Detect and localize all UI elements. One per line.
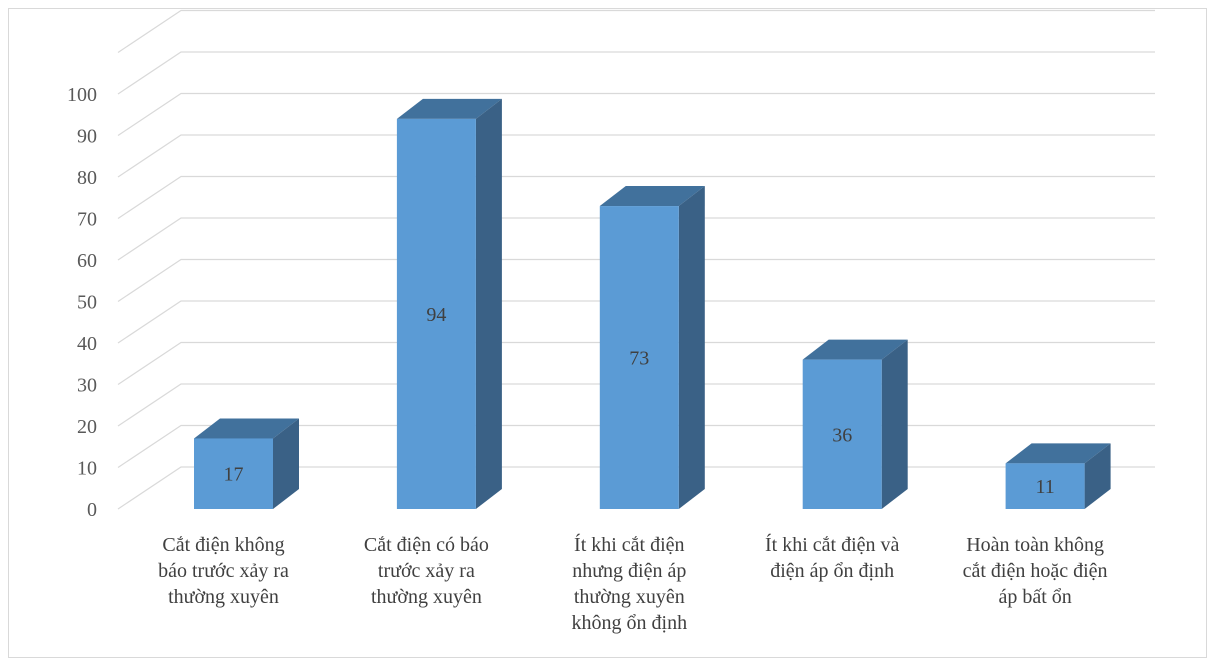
- bar-front: [802, 359, 882, 509]
- gridline: [117, 300, 1155, 344]
- category-label: Cắt điện có báo trước xảy ra thường xuyên: [364, 534, 489, 608]
- bar-side: [678, 186, 705, 510]
- category-label-line: báo trước xảy ra: [158, 560, 289, 582]
- data-label: 94: [426, 304, 446, 326]
- category-label-line: thường xuyên: [574, 586, 685, 608]
- category-label-line: thường xuyên: [168, 586, 279, 608]
- y-tick-label: 90: [77, 126, 97, 148]
- category-label-line: Ít khi cắt điện: [574, 533, 685, 556]
- gridline: [117, 92, 1155, 136]
- y-tick-label: 100: [67, 84, 97, 106]
- bar-side: [881, 339, 908, 509]
- category-label-line: Ít khi cắt điện và: [765, 533, 900, 556]
- category-label-line: điện áp ổn định: [770, 560, 894, 582]
- bar-side: [273, 418, 299, 509]
- category-label: Hoàn toàn không cắt điện hoặc điện áp bất …: [963, 534, 1108, 608]
- y-tick-label: 30: [77, 375, 97, 397]
- bar-top: [599, 186, 705, 207]
- y-axis-tick-labels: 0 10 20 30 40 50 60 70 80 90 100: [67, 84, 97, 521]
- y-tick-label: 0: [87, 499, 97, 521]
- bar-chart: 0 10 20 30 40 50 60 70 80 90 100 17 94 73 36 11 Cắt đi…: [67, 9, 1155, 634]
- category-label-line: Hoàn toàn không: [966, 534, 1104, 556]
- bar-top: [194, 418, 299, 439]
- chart-frame: 0 10 20 30 40 50 60 70 80 90 100 17 94 73 36 11 Cắt đi…: [8, 8, 1207, 658]
- bar-side: [475, 98, 502, 510]
- category-label: Ít khi cắt điện và điện áp ổn định: [765, 533, 900, 582]
- bar-front: [599, 206, 679, 510]
- y-tick-label: 70: [77, 209, 97, 231]
- y-tick-label: 80: [77, 167, 97, 189]
- category-label-line: áp bất ổn: [998, 586, 1071, 608]
- bar-side: [1084, 443, 1111, 509]
- x-axis-category-labels: Cắt điện không báo trước xảy ra thường xuy…: [158, 533, 1107, 634]
- gridline: [117, 134, 1155, 178]
- y-tick-label: 10: [77, 458, 97, 480]
- gridline: [117, 51, 1155, 95]
- y-tick-label: 20: [77, 416, 97, 438]
- y-tick-label: 50: [77, 292, 97, 314]
- bar-front: [194, 438, 273, 509]
- category-label-line: trước xảy ra: [378, 560, 475, 582]
- bar-top: [396, 98, 502, 119]
- gridline: [117, 258, 1155, 302]
- category-label-line: Cắt điện không: [162, 534, 284, 556]
- gridline: [117, 9, 1155, 53]
- bar: 36: [802, 339, 908, 509]
- bar: 11: [1005, 443, 1111, 509]
- bar-front: [396, 118, 476, 510]
- y-tick-label: 40: [77, 333, 97, 355]
- category-label-line: nhưng điện áp: [572, 560, 686, 582]
- category-label-line: thường xuyên: [371, 586, 482, 608]
- bar: 73: [599, 186, 705, 510]
- data-label: 11: [1035, 476, 1054, 498]
- category-label: Ít khi cắt điện nhưng điện áp thường xuyên…: [572, 533, 688, 634]
- category-label-line: không ổn định: [572, 612, 688, 634]
- y-tick-label: 60: [77, 250, 97, 272]
- category-label-line: Cắt điện có báo: [364, 534, 489, 556]
- category-label: Cắt điện không báo trước xảy ra thường xuy…: [158, 534, 289, 608]
- data-label: 17: [224, 464, 244, 486]
- category-label-line: cắt điện hoặc điện: [963, 560, 1108, 582]
- gridline: [117, 217, 1155, 261]
- bar-front: [1005, 463, 1085, 509]
- gridline: [117, 175, 1155, 219]
- grid-layer: [117, 9, 1155, 510]
- bar-top: [1005, 443, 1111, 464]
- bars-layer: 17 94 73 36 11: [194, 98, 1111, 510]
- bar-top: [802, 339, 908, 360]
- bar: 17: [194, 418, 299, 509]
- bar: 94: [396, 98, 502, 510]
- data-label: 36: [832, 424, 852, 446]
- data-label: 73: [629, 348, 649, 370]
